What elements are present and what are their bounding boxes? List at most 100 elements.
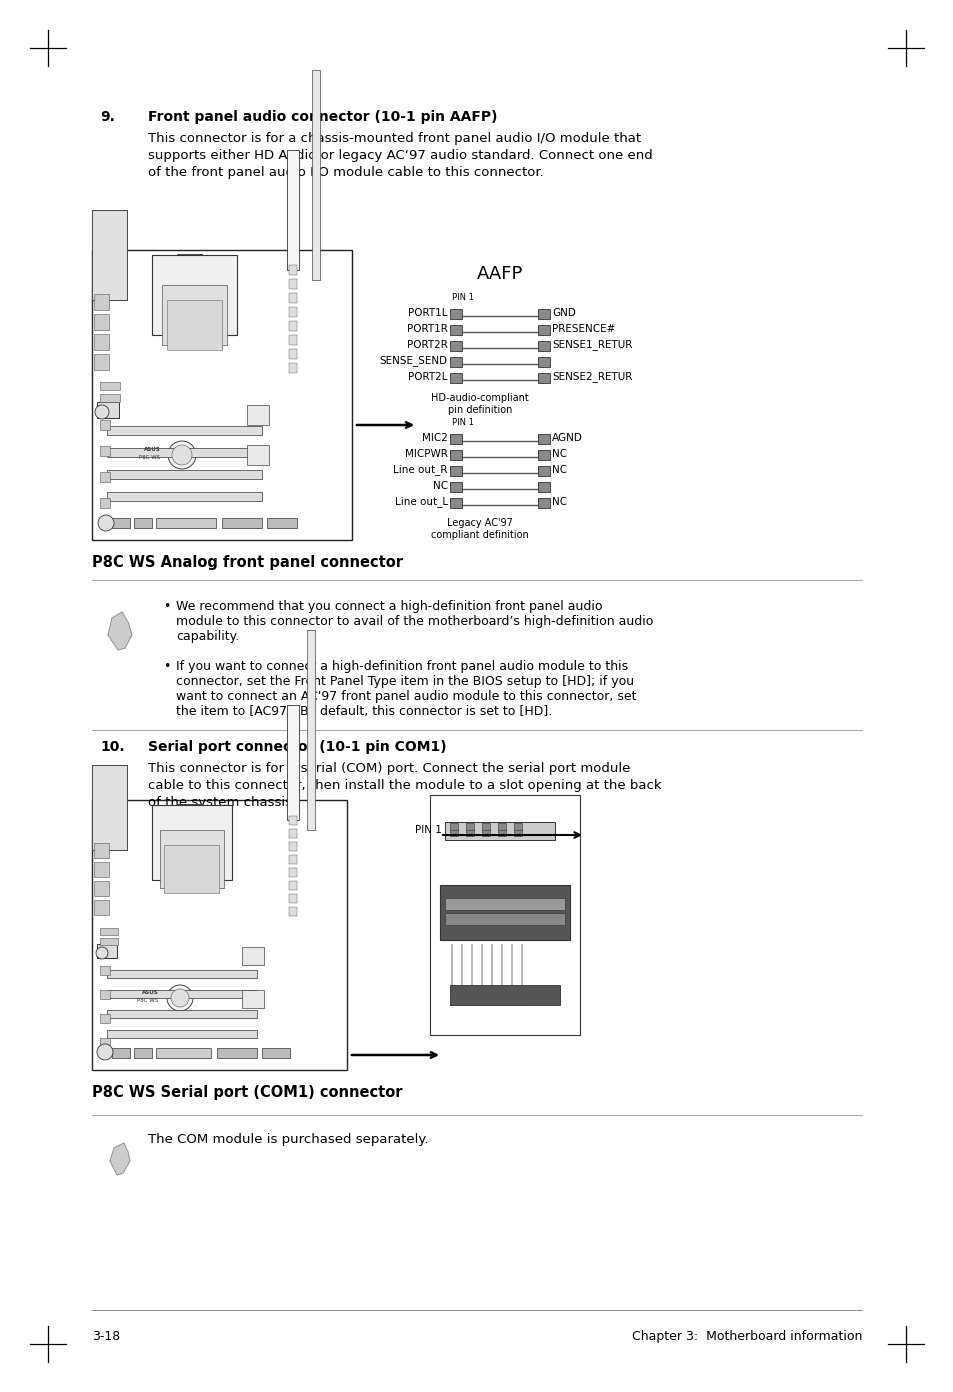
Circle shape bbox=[167, 986, 193, 1011]
Bar bbox=[152, 255, 236, 335]
Bar bbox=[537, 373, 550, 383]
Circle shape bbox=[97, 1044, 112, 1059]
Bar bbox=[107, 448, 262, 457]
Text: Serial port connector (10-1 pin COM1): Serial port connector (10-1 pin COM1) bbox=[148, 741, 446, 754]
Text: capability.: capability. bbox=[175, 631, 239, 643]
Text: PRESENCE#: PRESENCE# bbox=[552, 324, 615, 334]
Text: Front panel audio connector (10-1 pin AAFP): Front panel audio connector (10-1 pin AA… bbox=[148, 110, 497, 124]
Bar bbox=[91, 251, 352, 540]
Bar bbox=[289, 278, 296, 290]
Bar bbox=[107, 970, 256, 979]
Circle shape bbox=[96, 947, 108, 959]
Bar bbox=[160, 830, 224, 888]
Bar bbox=[444, 898, 564, 910]
Bar bbox=[289, 349, 296, 359]
Text: AGND: AGND bbox=[552, 433, 582, 443]
Text: 10.: 10. bbox=[100, 741, 125, 754]
Bar bbox=[100, 1038, 110, 1047]
Text: supports either HD Audio or legacy AC‘97 audio standard. Connect one end: supports either HD Audio or legacy AC‘97… bbox=[148, 149, 652, 161]
Bar bbox=[450, 466, 461, 476]
Text: HD-audio-compliant
pin definition: HD-audio-compliant pin definition bbox=[431, 393, 528, 415]
Text: •: • bbox=[163, 600, 171, 612]
Text: PORT1R: PORT1R bbox=[407, 324, 448, 334]
Bar bbox=[450, 986, 559, 1005]
Bar bbox=[107, 1030, 256, 1038]
Bar bbox=[450, 482, 461, 491]
Bar bbox=[112, 518, 130, 528]
Bar bbox=[537, 482, 550, 491]
Bar bbox=[537, 324, 550, 335]
Bar bbox=[100, 420, 110, 430]
Bar bbox=[262, 1048, 290, 1058]
Bar bbox=[497, 830, 505, 837]
Text: the item to [AC97]. By default, this connector is set to [HD].: the item to [AC97]. By default, this con… bbox=[175, 704, 552, 718]
Bar bbox=[289, 335, 296, 345]
Bar bbox=[247, 445, 269, 465]
Bar bbox=[94, 334, 109, 349]
Text: PORT1L: PORT1L bbox=[408, 308, 448, 317]
Bar bbox=[537, 498, 550, 508]
Bar bbox=[444, 823, 555, 839]
Bar bbox=[107, 990, 256, 998]
Bar bbox=[430, 795, 579, 1036]
Bar bbox=[307, 631, 314, 830]
Bar bbox=[287, 150, 298, 270]
Bar bbox=[289, 869, 296, 877]
Bar bbox=[289, 322, 296, 331]
Text: SENSE1_RETUR: SENSE1_RETUR bbox=[552, 340, 632, 351]
Bar bbox=[497, 823, 505, 830]
Bar bbox=[97, 944, 117, 958]
Bar bbox=[100, 990, 110, 999]
Bar bbox=[537, 450, 550, 459]
Bar bbox=[289, 842, 296, 851]
Bar bbox=[514, 823, 521, 830]
Text: NC: NC bbox=[433, 482, 448, 491]
Text: This connector is for a serial (COM) port. Connect the serial port module: This connector is for a serial (COM) por… bbox=[148, 761, 630, 775]
Text: cable to this connector, then install the module to a slot opening at the back: cable to this connector, then install th… bbox=[148, 780, 661, 792]
Text: We recommend that you connect a high-definition front panel audio: We recommend that you connect a high-def… bbox=[175, 600, 602, 612]
Bar bbox=[222, 518, 262, 528]
Bar bbox=[450, 830, 457, 837]
Bar bbox=[100, 498, 110, 508]
Bar bbox=[450, 309, 461, 319]
Bar bbox=[156, 1048, 211, 1058]
Bar bbox=[537, 341, 550, 351]
Text: Legacy AC'97
compliant definition: Legacy AC'97 compliant definition bbox=[431, 518, 528, 540]
Bar bbox=[94, 315, 109, 330]
Text: of the system chassis.: of the system chassis. bbox=[148, 796, 295, 809]
Text: NC: NC bbox=[552, 497, 566, 507]
Text: AAFP: AAFP bbox=[476, 264, 522, 283]
Bar bbox=[177, 253, 202, 269]
Text: MIC2: MIC2 bbox=[421, 433, 448, 443]
Bar bbox=[289, 908, 296, 916]
Bar bbox=[91, 210, 127, 301]
Bar bbox=[242, 947, 264, 965]
Bar bbox=[107, 491, 262, 501]
Bar bbox=[444, 913, 564, 926]
Bar bbox=[289, 264, 296, 276]
Bar bbox=[100, 472, 110, 482]
Text: GND: GND bbox=[552, 308, 576, 317]
Bar bbox=[152, 805, 232, 880]
Bar bbox=[450, 373, 461, 383]
Bar bbox=[537, 309, 550, 319]
Text: NC: NC bbox=[552, 450, 566, 459]
Bar bbox=[91, 800, 347, 1070]
Text: COM1: COM1 bbox=[452, 825, 487, 838]
Bar bbox=[100, 966, 110, 974]
Text: 3-18: 3-18 bbox=[91, 1329, 120, 1343]
Text: of the front panel audio I/O module cable to this connector.: of the front panel audio I/O module cabl… bbox=[148, 166, 543, 180]
Bar bbox=[439, 885, 569, 940]
Bar bbox=[100, 394, 120, 402]
Bar bbox=[162, 285, 227, 345]
Text: This connector is for a chassis-mounted front panel audio I/O module that: This connector is for a chassis-mounted … bbox=[148, 132, 640, 145]
Bar bbox=[107, 470, 262, 479]
Bar bbox=[450, 450, 461, 459]
Bar bbox=[537, 356, 550, 367]
Bar bbox=[289, 308, 296, 317]
Text: 9.: 9. bbox=[100, 110, 114, 124]
Bar bbox=[289, 855, 296, 864]
Bar bbox=[94, 881, 109, 896]
Bar bbox=[289, 363, 296, 373]
Bar bbox=[94, 844, 109, 857]
